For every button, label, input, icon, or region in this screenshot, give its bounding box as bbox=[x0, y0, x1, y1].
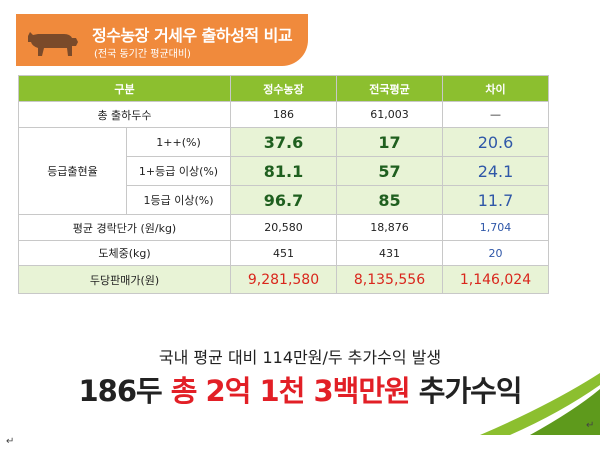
row-label: 1++(%) bbox=[126, 127, 231, 157]
paragraph-mark: ↵ bbox=[6, 436, 15, 447]
table-row-grade-1: 1등급 이상(%) 96.7 85 11.7 bbox=[19, 185, 549, 215]
cell-national: 57 bbox=[336, 156, 443, 186]
cell-diff: 1,146,024 bbox=[442, 265, 549, 294]
cell-national: 17 bbox=[336, 127, 443, 157]
table-row-total: 총 출하두수 186 61,003 — bbox=[18, 101, 549, 128]
headline: 186두 총 2억 1천 3백만원 추가수익 bbox=[0, 368, 600, 410]
headline-prefix: 186두 bbox=[78, 374, 171, 408]
cell-diff: 20 bbox=[442, 240, 549, 266]
headline-highlight: 총 2억 1천 3백만원 bbox=[170, 374, 411, 408]
header-diff: 차이 bbox=[442, 75, 549, 102]
cell-farm: 96.7 bbox=[230, 185, 337, 215]
cell-diff: — bbox=[442, 101, 549, 128]
cell-national: 8,135,556 bbox=[336, 265, 443, 294]
grade-group-label: 등급출현율 bbox=[18, 127, 127, 215]
headline-suffix: 추가수익 bbox=[409, 374, 523, 408]
cell-farm: 451 bbox=[230, 240, 337, 266]
cell-diff: 11.7 bbox=[442, 185, 549, 215]
sub-headline: 국내 평균 대비 114만원/두 추가수익 발생 bbox=[158, 348, 442, 367]
table-header-row: 구분 정수농장 전국평균 차이 bbox=[18, 75, 549, 102]
cell-national: 431 bbox=[336, 240, 443, 266]
header-category: 구분 bbox=[18, 75, 231, 102]
table-row-price: 평균 경락단가 (원/kg) 20,580 18,876 1,704 bbox=[18, 214, 549, 241]
row-label: 도체중(kg) bbox=[18, 240, 231, 266]
cell-diff: 24.1 bbox=[442, 156, 549, 186]
paragraph-mark: ↵ bbox=[586, 420, 595, 431]
table-row-weight: 도체중(kg) 451 431 20 bbox=[18, 240, 549, 266]
banner-title: 정수농장 거세우 출하성적 비교 bbox=[92, 26, 293, 45]
banner-subtitle: (전국 동기간 평균대비) bbox=[94, 49, 191, 60]
row-label: 총 출하두수 bbox=[18, 101, 231, 128]
green-swoosh-decoration bbox=[480, 373, 600, 435]
cell-farm: 186 bbox=[230, 101, 337, 128]
header-farm: 정수농장 bbox=[230, 75, 337, 102]
cell-diff: 20.6 bbox=[442, 127, 549, 157]
table-row-sale: 두당판매가(원) 9,281,580 8,135,556 1,146,024 bbox=[18, 265, 549, 294]
cell-national: 85 bbox=[336, 185, 443, 215]
row-label: 평균 경락단가 (원/kg) bbox=[18, 214, 231, 241]
row-label: 1등급 이상(%) bbox=[126, 185, 231, 215]
cow-icon bbox=[28, 32, 78, 56]
cell-farm: 20,580 bbox=[230, 214, 337, 241]
comparison-table: 구분 정수농장 전국평균 차이 총 출하두수 186 61,003 — 등급출현… bbox=[18, 75, 549, 294]
cell-national: 61,003 bbox=[336, 101, 443, 128]
header-national: 전국평균 bbox=[336, 75, 443, 102]
cell-farm: 37.6 bbox=[230, 127, 337, 157]
table-row-grade-1p: 1+등급 이상(%) 81.1 57 24.1 bbox=[19, 156, 549, 186]
cell-national: 18,876 bbox=[336, 214, 443, 241]
cell-farm: 9,281,580 bbox=[230, 265, 337, 294]
cell-farm: 81.1 bbox=[230, 156, 337, 186]
row-label: 1+등급 이상(%) bbox=[126, 156, 231, 186]
row-label: 두당판매가(원) bbox=[18, 265, 231, 294]
cell-diff: 1,704 bbox=[442, 214, 549, 241]
table-row-grade-1pp: 등급출현율 1++(%) 37.6 17 20.6 bbox=[18, 127, 549, 215]
title-banner: 정수농장 거세우 출하성적 비교 (전국 동기간 평균대비) bbox=[16, 14, 308, 66]
